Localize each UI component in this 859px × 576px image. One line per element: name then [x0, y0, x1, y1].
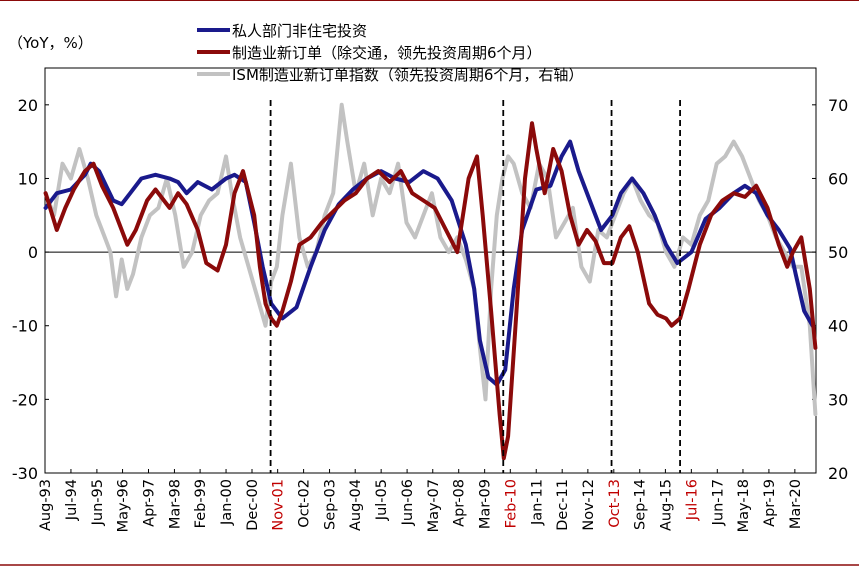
series-private-investment-line [43, 139, 815, 387]
x-tick-label: Jul-05 [374, 479, 390, 521]
x-tick-label: Jul-94 [64, 479, 80, 521]
series-lines [43, 102, 818, 461]
x-tick-label: Jun-17 [710, 479, 726, 526]
left-tick-label: -30 [12, 464, 38, 483]
x-tick-label: Mar-20 [788, 479, 804, 529]
series-manufacturing-orders-line [43, 121, 818, 461]
x-tick-label: May-96 [116, 479, 132, 532]
x-tick-label: Sep-14 [633, 479, 649, 530]
x-tick-label: Aug-15 [658, 479, 674, 531]
unit-label: （YoY，%） [8, 34, 93, 52]
x-tick-label: Dec-11 [555, 479, 571, 531]
x-tick-label: Nov-01 [271, 479, 287, 531]
right-tick-label: 20 [828, 464, 848, 483]
x-tick-label: Aug-93 [38, 479, 54, 531]
x-tick-label: Jul-16 [684, 479, 700, 521]
x-tick-label: Apr-19 [762, 479, 778, 527]
right-axis: 70 60 50 40 30 20 [812, 96, 848, 483]
x-tick-label: Feb-99 [193, 479, 209, 528]
legend-label: ISM制造业新订单指数（领先投资周期6个月，右轴） [232, 66, 583, 84]
x-tick-label: Sep-03 [323, 479, 339, 530]
left-tick-label: 10 [18, 169, 38, 188]
x-tick-label: Apr-97 [141, 479, 157, 527]
x-tick-label: Feb-10 [503, 479, 519, 528]
left-tick-label: 0 [28, 243, 38, 262]
x-tick-label: May-18 [736, 479, 752, 532]
x-tick-label: Jun-95 [90, 479, 106, 526]
x-tick-label: Aug-04 [348, 479, 364, 531]
legend-label: 私人部门非住宅投资 [232, 22, 367, 40]
left-tick-label: 20 [18, 96, 38, 115]
x-tick-label: Jan-00 [219, 479, 235, 526]
x-axis: Aug-93 Jul-94 Jun-95 May-96 Apr-97 Mar-98 Feb-… [38, 469, 804, 532]
x-tick-label: Jun-06 [400, 479, 416, 526]
x-tick-label: Mar-98 [167, 479, 183, 529]
left-tick-label: -10 [12, 317, 38, 336]
legend-label: 制造业新订单（除交通，领先投资周期6个月） [232, 44, 542, 62]
left-tick-label: -20 [12, 390, 38, 409]
x-tick-label: Apr-08 [452, 479, 468, 527]
plot-frame [44, 67, 817, 474]
right-tick-label: 60 [828, 169, 848, 188]
right-tick-label: 40 [828, 317, 848, 336]
x-tick-label: Jan-11 [529, 479, 545, 526]
x-tick-label: Oct-02 [297, 479, 313, 528]
series-ism-new-orders-line [43, 102, 818, 417]
right-tick-label: 30 [828, 390, 848, 409]
x-tick-label: Nov-12 [581, 479, 597, 531]
left-axis: 20 10 0 -10 -20 -30 [12, 96, 49, 483]
right-tick-label: 70 [828, 96, 848, 115]
cycle-markers [269, 100, 681, 473]
x-tick-label: Mar-09 [478, 479, 494, 529]
right-tick-label: 50 [828, 243, 848, 262]
x-tick-label: Dec-00 [245, 479, 261, 531]
x-tick-label: May-07 [426, 479, 442, 532]
x-tick-label: Oct-13 [607, 479, 623, 528]
